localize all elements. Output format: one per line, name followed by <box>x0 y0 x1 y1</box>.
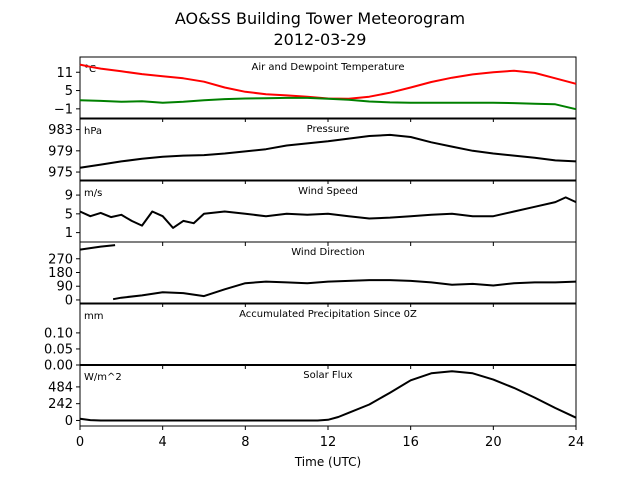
y-tick-label: 5 <box>65 207 73 222</box>
series-line-0 <box>79 133 577 169</box>
y-tick-label: 0 <box>65 414 73 429</box>
unit-label: mm <box>84 311 103 322</box>
y-tick-label: 979 <box>48 144 73 159</box>
series-line-0 <box>79 244 116 251</box>
y-tick-label: 90 <box>56 280 73 295</box>
y-tick-label: 0.00 <box>44 359 73 374</box>
x-tick-label: 16 <box>402 435 419 450</box>
y-tick-label: 242 <box>48 397 73 412</box>
y-tick-label: 11 <box>56 66 73 81</box>
series-line-0 <box>79 196 577 229</box>
y-tick-label: 5 <box>65 84 73 99</box>
y-tick-label: 975 <box>48 166 73 181</box>
series-line-0 <box>79 370 577 422</box>
y-tick-label: 180 <box>48 266 73 281</box>
unit-label: hPa <box>84 126 102 137</box>
y-tick-label: 0 <box>65 293 73 308</box>
panel-5: Solar Flux W/m^2 0 242 484 <box>48 364 577 430</box>
y-tick-label: 9 <box>65 189 73 204</box>
x-axis-label: Time (UTC) <box>294 455 361 469</box>
panel-title: Pressure <box>307 124 350 135</box>
series-line-1 <box>112 279 577 301</box>
x-tick-label: 24 <box>568 435 585 450</box>
y-tick-label: 1 <box>65 226 73 241</box>
panel-title: Solar Flux <box>303 370 353 381</box>
unit-label: °C <box>84 64 96 75</box>
x-tick-label: 4 <box>159 435 167 450</box>
panel-0: Air and Dewpoint Temperature °C −1 5 11 <box>54 56 577 122</box>
panel-4: Accumulated Precipitation Since 0Z mm 0.00… <box>44 303 577 374</box>
chart-title: AO&SS Building Tower Meteorogram <box>175 9 465 28</box>
panel-1: Pressure hPa 975 979 983 <box>48 118 577 184</box>
y-tick-label: 983 <box>48 123 73 138</box>
x-tick-label: 12 <box>320 435 337 450</box>
panel-title: Wind Direction <box>291 247 365 258</box>
x-tick-label: 0 <box>76 435 84 450</box>
x-axis: 0 4 8 12 16 20 24 <box>76 435 584 450</box>
x-tick-label: 20 <box>485 435 502 450</box>
y-tick-label: −1 <box>54 102 73 117</box>
unit-label: W/m^2 <box>84 372 122 383</box>
panel-title: Accumulated Precipitation Since 0Z <box>239 309 417 320</box>
series-line-1 <box>79 96 577 111</box>
chart-subtitle: 2012-03-29 <box>274 30 367 49</box>
panels-group: Air and Dewpoint Temperature °C −1 5 11 Press… <box>44 56 577 430</box>
panel-title: Wind Speed <box>298 186 358 197</box>
panel-title: Air and Dewpoint Temperature <box>252 62 405 73</box>
unit-label: m/s <box>84 188 102 199</box>
panel-2: Wind Speed m/s 1 5 9 <box>65 180 577 246</box>
y-tick-label: 484 <box>48 380 73 395</box>
x-tick-label: 8 <box>241 435 249 450</box>
y-tick-label: 0.10 <box>44 326 73 341</box>
y-tick-label: 270 <box>48 252 73 267</box>
y-tick-label: 0.05 <box>44 342 73 357</box>
